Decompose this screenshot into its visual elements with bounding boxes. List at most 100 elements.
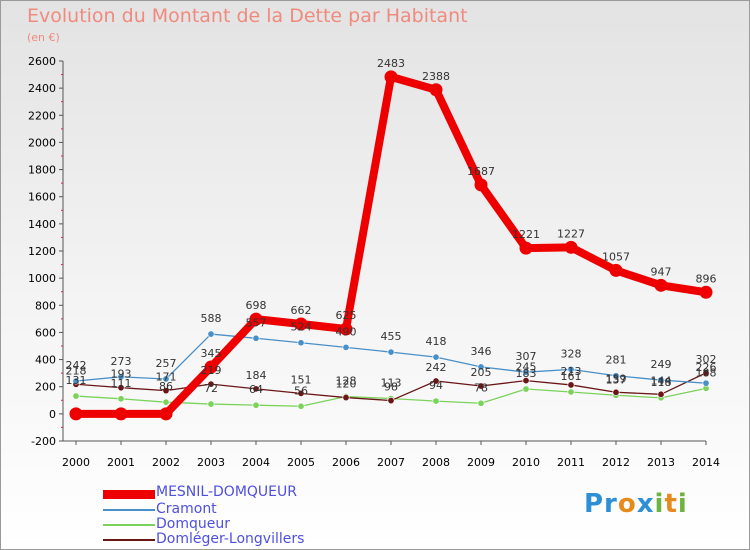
y-tick-label-1000: 1000: [28, 272, 56, 285]
y-tick-label-200: 200: [35, 381, 56, 394]
point-domqueur-2004: [252, 401, 260, 409]
point-domqueur-2011: [567, 388, 575, 396]
point-domleger-longvillers-2014: [702, 369, 710, 377]
data-label-cramont-2003: 588: [201, 312, 222, 325]
point-cramont-2011: [567, 365, 575, 373]
point-cramont-2004: [252, 334, 260, 342]
data-label-mesnil-domqueur-2012: 1057: [602, 250, 630, 263]
x-tick-label-2014: 2014: [692, 456, 720, 469]
y-tick-label-2000: 2000: [28, 136, 56, 149]
point-mesnil-domqueur-2011: [564, 240, 578, 254]
data-label-mesnil-domqueur-2004: 698: [246, 299, 267, 312]
data-label-domqueur-2011: 161: [561, 370, 582, 383]
y-tick-label-2200: 2200: [28, 109, 56, 122]
point-mesnil-domqueur-2005: [294, 317, 308, 331]
point-cramont-2006: [342, 343, 350, 351]
point-domleger-longvillers-2006: [342, 394, 350, 402]
x-tick-label-2007: 2007: [377, 456, 405, 469]
data-label-domleger-longvillers-2006: 120: [336, 378, 357, 391]
data-label-domqueur-2001: 111: [111, 377, 132, 390]
y-tick-label-800: 800: [35, 299, 56, 312]
data-label-cramont-2001: 273: [111, 355, 132, 368]
data-label-mesnil-domqueur-2014: 896: [696, 272, 717, 285]
legend-swatch-domleger-longvillers: [103, 539, 155, 541]
data-label-mesnil-domqueur-2005: 662: [291, 304, 312, 317]
point-cramont-2009: [477, 363, 485, 371]
point-mesnil-domqueur-2010: [519, 241, 533, 255]
point-domleger-longvillers-2004: [252, 385, 260, 393]
point-mesnil-domqueur-2009: [474, 178, 488, 192]
data-label-mesnil-domqueur-2009: 1687: [467, 165, 495, 178]
legend-label-cramont: Cramont: [156, 501, 217, 517]
point-mesnil-domqueur-2004: [249, 312, 263, 326]
data-label-domqueur-2013: 118: [651, 376, 672, 389]
data-label-domleger-longvillers-2013: 144: [651, 374, 672, 387]
data-label-domleger-longvillers-2011: 213: [561, 365, 582, 378]
point-domleger-longvillers-2010: [522, 377, 530, 385]
point-cramont-2012: [612, 372, 620, 380]
data-label-mesnil-domqueur-2006: 625: [336, 309, 357, 322]
x-tick-label-2005: 2005: [287, 456, 315, 469]
y-tick-label-2600: 2600: [28, 55, 56, 68]
data-label-domleger-longvillers-2003: 219: [201, 364, 222, 377]
data-label-cramont-2008: 418: [426, 335, 447, 348]
point-mesnil-domqueur-2003: [204, 360, 218, 374]
x-tick-label-2000: 2000: [62, 456, 90, 469]
y-tick-label-1800: 1800: [28, 164, 56, 177]
point-cramont-2000: [72, 377, 80, 385]
y-tick-label-600: 600: [35, 326, 56, 339]
data-label-domleger-longvillers-2004: 184: [246, 369, 267, 382]
x-tick-label-2008: 2008: [422, 456, 450, 469]
data-label-domleger-longvillers-2005: 151: [291, 373, 312, 386]
point-cramont-2002: [162, 375, 170, 383]
point-mesnil-domqueur-2012: [609, 263, 623, 277]
y-tick-label-0: 0: [49, 408, 56, 421]
data-label-domleger-longvillers-2000: 218: [66, 364, 87, 377]
data-label-cramont-2012: 281: [606, 354, 627, 367]
data-label-cramont-2011: 328: [561, 347, 582, 360]
point-domleger-longvillers-2002: [162, 387, 170, 395]
data-label-domleger-longvillers-2001: 193: [111, 368, 132, 381]
x-tick-label-2010: 2010: [512, 456, 540, 469]
data-label-domqueur-2009: 78: [474, 381, 488, 394]
data-label-cramont-2013: 249: [651, 358, 672, 371]
data-label-cramont-2014: 226: [696, 361, 717, 374]
chart-subtitle: (en €): [27, 31, 60, 44]
point-cramont-2013: [657, 376, 665, 384]
legend-swatch-domqueur: [103, 524, 155, 526]
point-domqueur-2009: [477, 399, 485, 407]
legend-label-domqueur: Domqueur: [156, 516, 230, 532]
data-label-domqueur-2014: 188: [696, 366, 717, 379]
point-domqueur-2008: [432, 397, 440, 405]
point-domleger-longvillers-2012: [612, 388, 620, 396]
x-tick-label-2001: 2001: [107, 456, 135, 469]
point-mesnil-domqueur-2001: [114, 407, 128, 421]
data-label-domleger-longvillers-2014: 302: [696, 353, 717, 366]
y-tick-label-400: 400: [35, 354, 56, 367]
x-tick-label-2011: 2011: [557, 456, 585, 469]
data-label-domqueur-2000: 131: [66, 374, 87, 387]
point-mesnil-domqueur-2013: [654, 278, 668, 292]
data-label-domleger-longvillers-2009: 205: [471, 366, 492, 379]
x-tick-label-2004: 2004: [242, 456, 270, 469]
point-mesnil-domqueur-2014: [699, 285, 713, 299]
data-label-domqueur-2008: 94: [429, 379, 443, 392]
data-label-mesnil-domqueur-2011: 1227: [557, 227, 585, 240]
point-cramont-2005: [297, 339, 305, 347]
data-label-domleger-longvillers-2007: 98: [384, 381, 398, 394]
data-label-domleger-longvillers-2002: 171: [156, 371, 177, 384]
x-tick-label-2012: 2012: [602, 456, 630, 469]
x-tick-label-2009: 2009: [467, 456, 495, 469]
point-domqueur-2010: [522, 385, 530, 393]
y-tick-label-1400: 1400: [28, 218, 56, 231]
point-domqueur-2000: [72, 392, 80, 400]
x-tick-label-2006: 2006: [332, 456, 360, 469]
data-label-cramont-2005: 524: [291, 321, 312, 334]
point-mesnil-domqueur-2000: [69, 407, 83, 421]
x-tick-label-2013: 2013: [647, 456, 675, 469]
point-mesnil-domqueur-2006: [339, 322, 353, 336]
legend-swatch-mesnil-domqueur: [103, 490, 155, 499]
legend-swatch-cramont: [103, 509, 155, 511]
data-label-domleger-longvillers-2008: 242: [426, 361, 447, 374]
